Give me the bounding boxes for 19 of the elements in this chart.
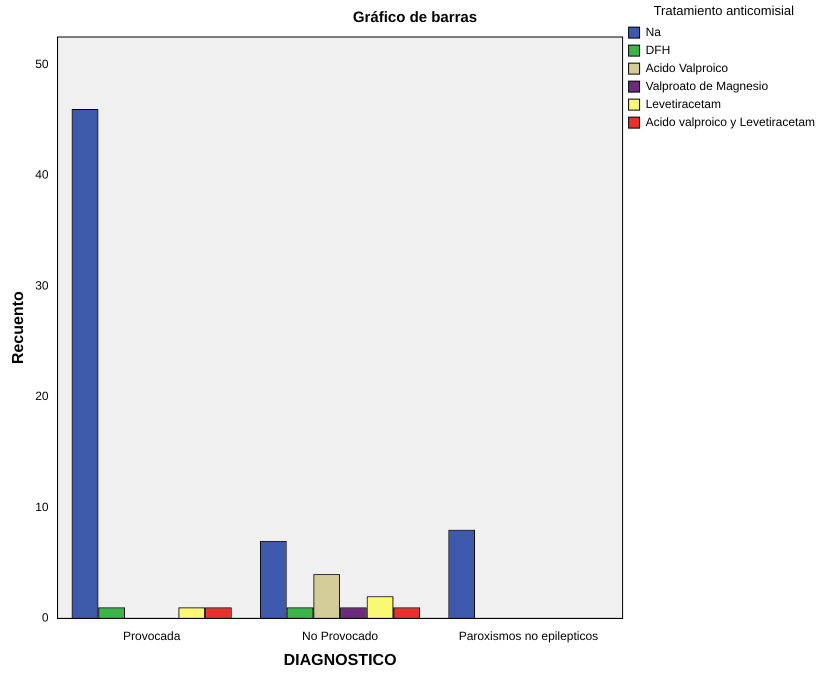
y-tick-label: 0 <box>42 610 49 625</box>
legend-label: Valproato de Magnesio <box>646 78 768 93</box>
x-tick-label: Provocada <box>123 628 181 643</box>
x-tick-label: Paroxismos no epilepticos <box>458 628 598 643</box>
y-tick-label: 40 <box>35 168 49 182</box>
y-tick-label: 30 <box>35 278 49 292</box>
y-tick-label: 20 <box>35 389 49 404</box>
y-tick-label: 50 <box>35 57 49 71</box>
x-tick-label: No Provocado <box>302 628 378 643</box>
legend-label: DFH <box>646 42 670 57</box>
legend-title: Tratamiento anticomisial <box>654 3 794 18</box>
chart-title: Gráfico de barras <box>352 9 478 26</box>
legend-label: Acido Valproico <box>646 60 728 75</box>
legend-label: Na <box>646 24 662 39</box>
x-axis-title: DIAGNOSTICO <box>284 652 397 669</box>
legend-label: Levetiracetam <box>646 96 721 111</box>
y-axis-title: Recuento <box>10 291 28 364</box>
legend-label: Acido valproico y Levetiracetam <box>646 114 816 129</box>
y-tick-label: 10 <box>35 500 49 514</box>
